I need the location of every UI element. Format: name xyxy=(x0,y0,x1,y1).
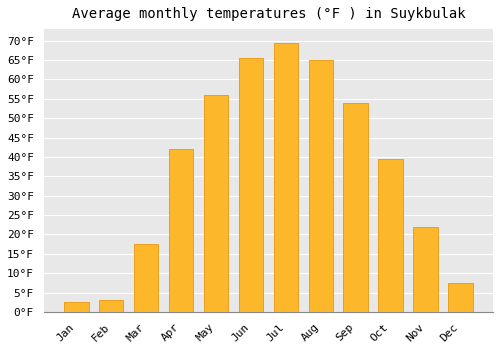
Bar xyxy=(414,227,438,312)
Bar xyxy=(64,302,88,312)
Bar xyxy=(378,159,403,312)
Bar xyxy=(344,103,368,312)
Bar xyxy=(238,58,263,312)
Bar xyxy=(274,43,298,312)
Bar xyxy=(204,95,228,312)
Bar xyxy=(308,60,333,312)
Title: Average monthly temperatures (°F ) in Suykbulak: Average monthly temperatures (°F ) in Su… xyxy=(72,7,465,21)
Bar xyxy=(169,149,194,312)
Bar xyxy=(99,300,124,312)
Bar xyxy=(448,283,472,312)
Bar xyxy=(134,244,158,312)
